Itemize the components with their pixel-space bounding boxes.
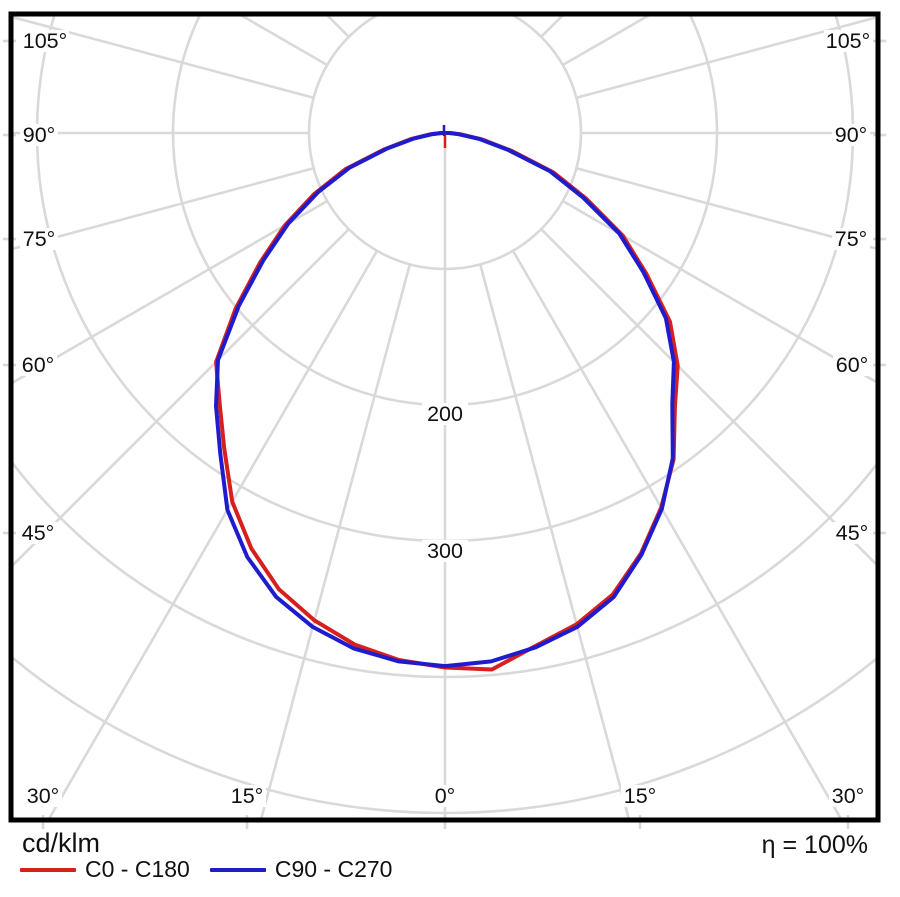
legend-label-c90-c270: C90 - C270 xyxy=(274,856,393,882)
grid-spoke xyxy=(13,228,350,567)
grid-spoke xyxy=(13,166,314,250)
ring-label-bg xyxy=(422,540,468,562)
angle-label-bg xyxy=(833,522,871,544)
angle-label-bg xyxy=(19,522,57,544)
angle-label: 60° xyxy=(22,353,55,377)
angle-label-bg xyxy=(20,124,58,146)
legend-swatch-red xyxy=(20,867,76,872)
angle-label: 90° xyxy=(23,123,56,147)
grid-spoke xyxy=(13,16,314,100)
units-label: cd/klm xyxy=(22,828,101,858)
ring-label: 300 xyxy=(427,539,463,563)
angle-label: 60° xyxy=(836,353,869,377)
grid-spoke xyxy=(13,199,328,384)
angle-label: 15° xyxy=(231,784,264,808)
grid-spoke xyxy=(576,16,876,100)
grid-spoke xyxy=(260,264,412,818)
angle-label-bg xyxy=(824,30,872,52)
legend-swatch-blue xyxy=(209,867,266,872)
angle-label: 30° xyxy=(832,784,865,808)
grid-spoke xyxy=(480,0,755,2)
angle-label: 15° xyxy=(624,784,657,808)
angle-label-bg xyxy=(833,354,871,376)
angle-label-bg xyxy=(832,124,870,146)
angle-label: 45° xyxy=(22,521,55,545)
angle-label-bg xyxy=(832,228,870,250)
grid-spoke xyxy=(478,264,630,818)
angle-label: 105° xyxy=(826,29,870,53)
grid-spoke xyxy=(134,0,409,2)
legend-label-c0-c180: C0 - C180 xyxy=(85,856,190,882)
angle-label-bg xyxy=(19,354,57,376)
grid-ring xyxy=(13,461,876,679)
angle-label: 0° xyxy=(435,784,456,808)
legend-item-c0-c180: C0 - C180 xyxy=(20,856,190,883)
angle-label: 75° xyxy=(835,227,868,251)
angle-label-bg xyxy=(20,228,58,250)
angle-label: 75° xyxy=(23,227,56,251)
angle-label-bg xyxy=(228,785,266,807)
angle-label-bg xyxy=(621,785,659,807)
angle-label-bg xyxy=(432,785,458,807)
angle-label: 45° xyxy=(836,521,869,545)
ring-label: 200 xyxy=(427,402,463,426)
grid-spoke xyxy=(576,166,876,250)
angle-label: 90° xyxy=(835,123,868,147)
efficiency-label: η = 100% xyxy=(761,831,868,859)
curve-c90-c270 xyxy=(214,131,676,669)
grid-spoke xyxy=(562,199,876,384)
grid-spoke xyxy=(540,228,876,566)
angle-label: 105° xyxy=(23,29,67,53)
polar-chart: 105° 90° 75° 60° 45° 30° 15° 0° 15° 30° 45° 60° 75° 9… xyxy=(3,0,886,829)
grid-spoke xyxy=(48,250,379,818)
angle-label-bg xyxy=(829,785,867,807)
angle-label-bg xyxy=(21,30,69,52)
legend: C0 - C180 C90 - C270 xyxy=(20,856,392,883)
plot-frame xyxy=(8,11,881,823)
angle-label: 30° xyxy=(27,784,60,808)
ring-label-bg xyxy=(422,403,468,425)
angle-label-bg xyxy=(24,785,62,807)
grid-spoke xyxy=(511,250,842,818)
legend-item-c90-c270: C90 - C270 xyxy=(209,856,393,883)
